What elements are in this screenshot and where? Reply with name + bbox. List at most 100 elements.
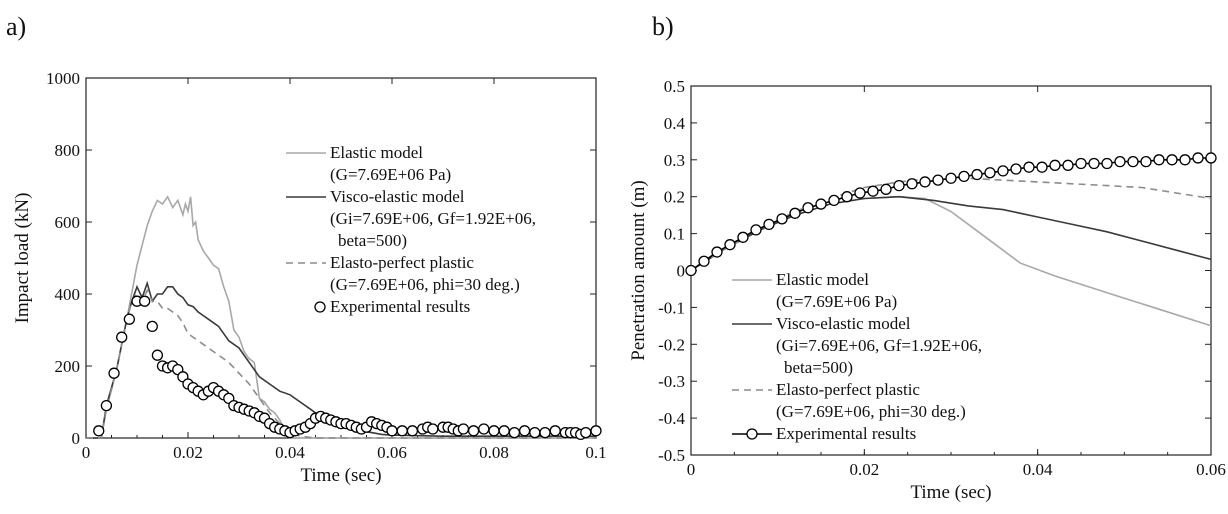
data-point-experimental-results [893, 179, 905, 192]
legend-marker-experimental-results [314, 301, 326, 313]
x-tick-label: 0.06 [377, 443, 407, 462]
data-point-experimental-results [100, 399, 113, 412]
y-tick-label: -0.3 [658, 372, 685, 391]
y-tick-label: 800 [55, 141, 81, 160]
data-point-experimental-results [1205, 152, 1217, 164]
legend-text: Elasto-perfect plastic [776, 380, 920, 399]
x-tick-label: 0.02 [173, 443, 203, 462]
data-point-experimental-results [580, 426, 592, 439]
data-point-experimental-results [1101, 157, 1113, 170]
y-tick-label: -0.5 [658, 446, 685, 465]
series-line-elasto-perfect-plastic [86, 288, 596, 439]
data-point-experimental-results [789, 207, 801, 219]
data-point-experimental-results [698, 255, 710, 267]
data-point-experimental-results [467, 425, 480, 437]
y-axis-label: Impact load (kN) [12, 193, 33, 324]
data-point-experimental-results [1153, 154, 1165, 166]
data-point-experimental-results [478, 423, 490, 435]
impact-load-chart: 0 0.02 0.04 0.06 0.08 0.1 0 200 400 600 800 1000 Tim… [12, 69, 607, 486]
y-tick-label: 1000 [46, 69, 80, 88]
data-point-experimental-results [488, 425, 500, 437]
data-point-experimental-results [518, 425, 531, 437]
data-point-experimental-results [802, 202, 814, 214]
legend-text: (Gi=7.69E+06, Gf=1.92E+06, [330, 209, 536, 228]
plot-frame [690, 85, 1212, 456]
y-tick-label: 0.3 [664, 151, 685, 170]
data-point-experimental-results [1049, 159, 1061, 171]
data-point-experimental-results [457, 423, 470, 435]
y-tick-label: -0.4 [658, 409, 685, 428]
data-point-experimental-results [427, 423, 439, 435]
penetration-chart: 0 0.02 0.04 0.06 0.5 0.4 0.3 0.2 0.1 0 -0.1 -0.2 -0.… [628, 77, 1226, 503]
data-point-experimental-results [815, 198, 827, 210]
legend-text: Experimental results [330, 297, 470, 316]
y-tick-label: 200 [55, 357, 81, 376]
data-point-experimental-results [508, 426, 521, 439]
data-point-experimental-results [146, 320, 158, 333]
legend-text: (Gi=7.69E+06, Gf=1.92E+06, [776, 336, 982, 355]
data-point-experimental-results [1010, 163, 1022, 175]
data-point-experimental-results [406, 425, 419, 437]
x-tick-label: 0.04 [275, 443, 305, 462]
panel-label-a: a) [6, 12, 27, 41]
x-tick-label: 0.1 [585, 443, 606, 462]
data-point-experimental-results [590, 425, 602, 437]
data-point-experimental-results [750, 224, 762, 236]
series-line-elastic-model [86, 195, 596, 439]
legend-text: (G=7.69E+06 Pa) [330, 165, 451, 184]
y-tick-label: 0.5 [664, 77, 685, 96]
x-tick-label: 0 [82, 443, 91, 462]
y-tick-label: 0 [72, 429, 81, 448]
data-point-experimental-results [685, 264, 697, 277]
legend-text: Visco-elastic model [330, 187, 465, 206]
data-point-experimental-results [1127, 155, 1139, 168]
data-point-experimental-results [549, 425, 561, 437]
legend-text: (G=7.69E+06 Pa) [776, 292, 897, 311]
data-point-experimental-results [737, 231, 749, 243]
legend-text: beta=500) [784, 358, 853, 377]
data-point-experimental-results [123, 313, 136, 325]
y-tick-label: 600 [55, 213, 81, 232]
data-point-experimental-results [1062, 159, 1074, 171]
data-point-experimental-results [958, 170, 970, 183]
data-point-experimental-results [116, 331, 128, 343]
data-point-experimental-results [776, 213, 788, 225]
y-tick-label: 0.4 [664, 114, 686, 133]
legend-marker-experimental-results [746, 428, 758, 440]
y-tick-label: 0 [677, 262, 686, 281]
y-tick-label: 0.1 [664, 225, 685, 244]
series-line-visco-elastic-model [690, 195, 1212, 272]
data-point-experimental-results [1179, 154, 1191, 166]
data-point-experimental-results [1088, 157, 1100, 170]
x-tick-label: 0.06 [1196, 460, 1226, 479]
data-point-experimental-results [386, 425, 398, 437]
legend-text: Elastic model [776, 270, 869, 289]
data-point-experimental-results [997, 165, 1009, 177]
legend-text: Experimental results [776, 424, 916, 443]
legend-text: (G=7.69E+06, phi=30 deg.) [776, 402, 966, 421]
y-tick-label: -0.1 [658, 298, 685, 317]
data-point-experimental-results [841, 191, 853, 203]
data-point-experimental-results [1023, 161, 1035, 173]
x-tick-label: 0.04 [1023, 460, 1053, 479]
x-axis-label: Time (sec) [300, 465, 381, 486]
data-point-experimental-results [867, 185, 879, 197]
data-point-experimental-results [1036, 161, 1048, 173]
legend-text: (G=7.69E+06, phi=30 deg.) [330, 275, 520, 294]
data-point-experimental-results [1114, 155, 1126, 168]
legend-text: Elastic model [330, 143, 423, 162]
legend-text: beta=500) [338, 231, 407, 250]
data-point-experimental-results [539, 426, 551, 439]
data-point-experimental-results [151, 349, 164, 361]
data-point-experimental-results [529, 426, 541, 439]
legend-text: Visco-elastic model [776, 314, 911, 333]
x-tick-label: 0.02 [849, 460, 879, 479]
data-point-experimental-results [854, 187, 866, 199]
legend-text: Elasto-perfect plastic [330, 253, 474, 272]
x-axis-label: Time (sec) [910, 482, 991, 503]
data-point-experimental-results [138, 295, 151, 307]
y-tick-label: 0.2 [664, 188, 685, 207]
data-point-experimental-results [880, 183, 892, 195]
data-point-experimental-results [724, 239, 736, 251]
data-point-experimental-results [108, 367, 120, 379]
